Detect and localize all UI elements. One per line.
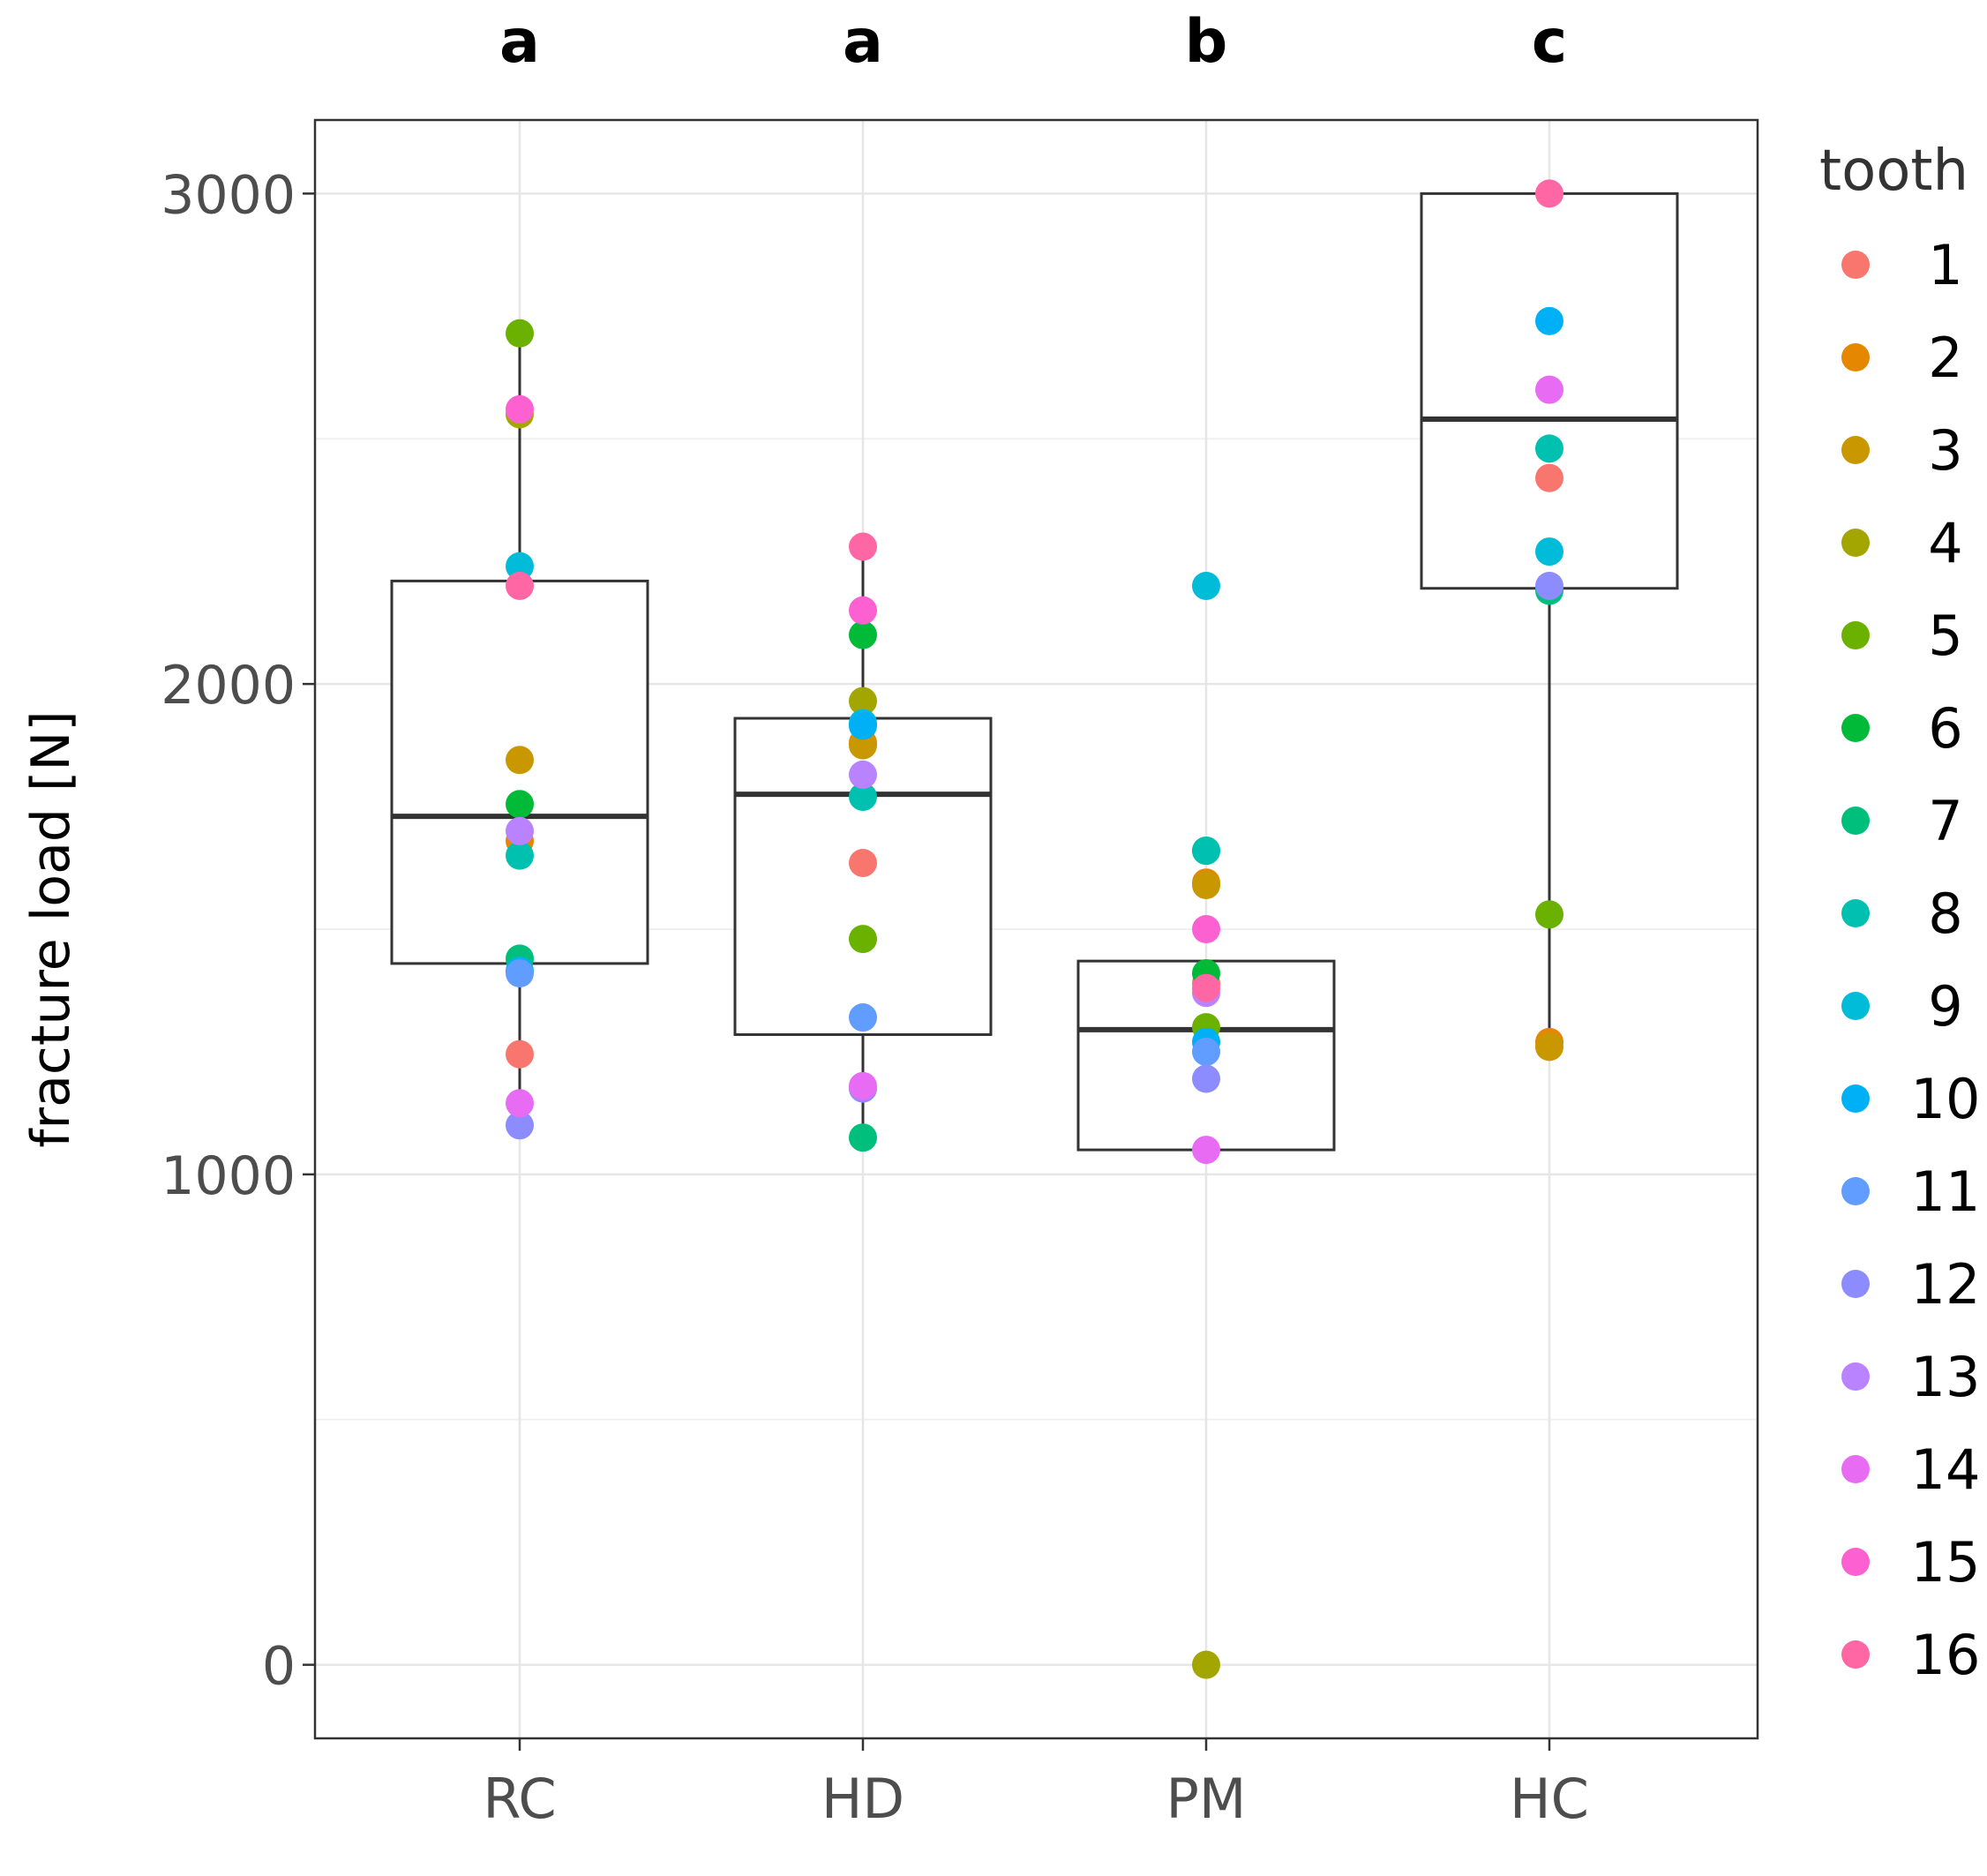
data-point bbox=[849, 782, 877, 811]
data-point bbox=[1192, 1037, 1220, 1066]
legend-marker bbox=[1841, 436, 1870, 464]
legend-marker bbox=[1841, 1084, 1870, 1113]
legend-marker bbox=[1841, 807, 1870, 835]
legend-marker bbox=[1841, 1177, 1870, 1205]
legend-label: 2 bbox=[1928, 326, 1962, 390]
significance-letter: a bbox=[843, 7, 883, 77]
data-point bbox=[849, 760, 877, 789]
panel-border bbox=[313, 118, 1759, 1740]
data-point bbox=[1535, 306, 1563, 335]
legend-title: tooth bbox=[1819, 139, 1968, 204]
data-point bbox=[849, 731, 877, 760]
legend-marker bbox=[1841, 1455, 1870, 1483]
data-point bbox=[506, 790, 534, 819]
legend-label: 14 bbox=[1911, 1437, 1981, 1502]
data-point bbox=[849, 532, 877, 561]
axis-layer: 0 1000 2000 3000 RC HD PM HC bbox=[161, 164, 1589, 1831]
legend-label: 13 bbox=[1911, 1345, 1981, 1409]
data-point bbox=[1192, 837, 1220, 866]
significance-letter: c bbox=[1532, 7, 1567, 77]
y-tick-label: 3000 bbox=[161, 164, 296, 226]
data-point bbox=[1192, 870, 1220, 899]
legend-label: 16 bbox=[1911, 1623, 1981, 1687]
x-tick-label: RC bbox=[483, 1767, 556, 1831]
legend-marker bbox=[1841, 1548, 1870, 1576]
legend-label: 6 bbox=[1928, 696, 1962, 761]
data-point bbox=[506, 841, 534, 870]
legend-label: 4 bbox=[1928, 511, 1962, 575]
legend-label: 8 bbox=[1928, 882, 1962, 946]
data-point bbox=[1192, 973, 1220, 1002]
legend-label: 15 bbox=[1911, 1530, 1981, 1595]
legend-marker bbox=[1841, 992, 1870, 1020]
legend-marker bbox=[1841, 529, 1870, 557]
legend-marker bbox=[1841, 899, 1870, 927]
y-tick-label: 0 bbox=[262, 1636, 296, 1698]
data-point bbox=[1535, 179, 1563, 208]
data-point bbox=[506, 1111, 534, 1140]
data-point bbox=[849, 620, 877, 649]
legend-marker bbox=[1841, 1270, 1870, 1298]
legend-label: 5 bbox=[1928, 604, 1962, 668]
legend-label: 7 bbox=[1928, 789, 1962, 853]
legend-marker bbox=[1841, 714, 1870, 742]
data-point bbox=[1535, 537, 1563, 567]
data-point bbox=[849, 596, 877, 625]
data-point bbox=[506, 552, 534, 581]
data-point bbox=[1192, 571, 1220, 600]
data-point bbox=[1535, 375, 1563, 404]
data-point bbox=[1192, 915, 1220, 943]
legend-marker bbox=[1841, 1640, 1870, 1669]
legend-label: 11 bbox=[1911, 1159, 1981, 1224]
data-point bbox=[1535, 900, 1563, 929]
data-point bbox=[506, 571, 534, 600]
legend-marker bbox=[1841, 621, 1870, 649]
data-point bbox=[849, 687, 877, 716]
data-point bbox=[506, 394, 534, 424]
data-point bbox=[1192, 1136, 1220, 1165]
x-tick-label: HD bbox=[821, 1767, 904, 1831]
data-point bbox=[849, 925, 877, 954]
data-point bbox=[849, 1003, 877, 1032]
data-point bbox=[849, 711, 877, 740]
legend-label: 9 bbox=[1928, 974, 1962, 1039]
data-point bbox=[849, 1123, 877, 1152]
data-point bbox=[1192, 1064, 1220, 1093]
data-point bbox=[1535, 1032, 1563, 1062]
legend-label: 3 bbox=[1928, 418, 1962, 483]
legend-marker bbox=[1841, 1362, 1870, 1391]
data-point bbox=[506, 1039, 534, 1069]
y-tick-label: 1000 bbox=[161, 1145, 296, 1207]
data-point bbox=[1535, 434, 1563, 463]
data-point bbox=[849, 848, 877, 877]
legend-label: 10 bbox=[1911, 1067, 1981, 1131]
data-point bbox=[1535, 571, 1563, 600]
data-point bbox=[506, 959, 534, 988]
y-tick-label: 2000 bbox=[161, 655, 296, 717]
data-point bbox=[506, 1089, 534, 1118]
legend-label: 1 bbox=[1928, 233, 1962, 297]
x-tick-label: PM bbox=[1166, 1767, 1247, 1831]
data-point bbox=[506, 319, 534, 348]
legend-label: 12 bbox=[1911, 1252, 1981, 1317]
data-point bbox=[1535, 463, 1563, 492]
significance-letter: b bbox=[1185, 7, 1228, 77]
data-point bbox=[1192, 1650, 1220, 1679]
legend-marker bbox=[1841, 251, 1870, 279]
data-point bbox=[506, 816, 534, 845]
legend-marker bbox=[1841, 343, 1870, 371]
y-axis-title: fracture load [N] bbox=[20, 710, 82, 1147]
significance-letter: a bbox=[499, 7, 540, 77]
data-point bbox=[849, 1071, 877, 1100]
data-point bbox=[506, 746, 534, 775]
x-tick-label: HC bbox=[1510, 1767, 1589, 1831]
point-layer bbox=[506, 179, 1563, 1679]
